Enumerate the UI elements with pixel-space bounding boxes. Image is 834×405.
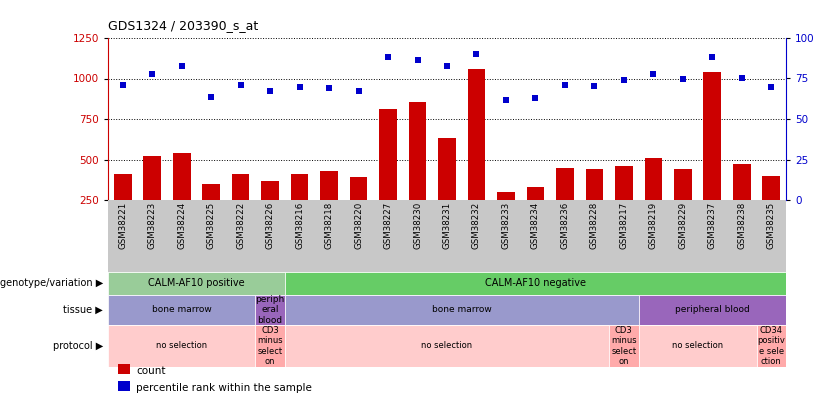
Text: GSM38229: GSM38229 (678, 202, 687, 249)
Text: GSM38221: GSM38221 (118, 202, 128, 249)
Text: GSM38232: GSM38232 (472, 202, 481, 249)
Text: GSM38238: GSM38238 (737, 202, 746, 249)
Point (500, 97, 513, 104)
Point (676, 75, 690, 82)
Point (381, 54, 394, 61)
Bar (108, 272, 285, 295)
Text: GSM38237: GSM38237 (708, 202, 716, 249)
Text: no selection: no selection (672, 341, 723, 350)
Text: CD3
minus
select
on: CD3 minus select on (258, 326, 283, 366)
Bar (756, 325, 786, 367)
Text: bone marrow: bone marrow (432, 305, 491, 315)
Text: tissue ▶: tissue ▶ (63, 305, 103, 315)
Text: GSM38222: GSM38222 (236, 202, 245, 249)
Text: GSM38227: GSM38227 (384, 202, 393, 249)
Bar (232, 174, 249, 241)
Text: GSM38218: GSM38218 (324, 202, 334, 249)
Bar (285, 272, 786, 295)
Text: peripheral blood: peripheral blood (675, 305, 750, 315)
Bar (615, 166, 633, 241)
Bar (703, 72, 721, 241)
Point (558, 82, 571, 88)
Text: genotype/variation ▶: genotype/variation ▶ (0, 279, 103, 288)
Point (146, 70, 159, 77)
Bar (203, 184, 220, 241)
Point (646, 71, 660, 78)
Bar (556, 168, 574, 241)
Text: GSM38231: GSM38231 (443, 202, 451, 249)
Text: GSM38217: GSM38217 (620, 202, 628, 249)
Bar (285, 295, 639, 325)
Text: bone marrow: bone marrow (152, 305, 212, 315)
Bar (585, 169, 603, 241)
Text: CALM-AF10 negative: CALM-AF10 negative (485, 279, 586, 288)
Text: GSM38236: GSM38236 (560, 202, 570, 249)
Point (617, 77, 631, 83)
Text: protocol ▶: protocol ▶ (53, 341, 103, 351)
Text: GSM38234: GSM38234 (531, 202, 540, 249)
Bar (285, 325, 609, 367)
Point (352, 88, 365, 95)
Bar (733, 164, 751, 241)
Text: count: count (136, 366, 165, 376)
Bar (114, 174, 132, 241)
Bar (674, 169, 691, 241)
Text: GSM38225: GSM38225 (207, 202, 216, 249)
Text: no selection: no selection (421, 341, 473, 350)
Bar (409, 102, 426, 241)
Bar (526, 187, 545, 241)
Text: GSM38228: GSM38228 (590, 202, 599, 249)
Bar (645, 158, 662, 241)
Bar (468, 69, 485, 241)
Bar (639, 295, 786, 325)
Text: GSM38226: GSM38226 (266, 202, 274, 249)
Point (264, 88, 277, 95)
Bar (349, 177, 368, 241)
Text: periph
eral
blood: periph eral blood (255, 295, 284, 325)
Text: CALM-AF10 positive: CALM-AF10 positive (148, 279, 244, 288)
Bar (762, 176, 780, 241)
Bar (320, 171, 338, 241)
Text: percentile rank within the sample: percentile rank within the sample (136, 383, 312, 393)
Point (323, 85, 336, 92)
Point (470, 51, 483, 58)
Point (293, 83, 306, 90)
Bar (255, 325, 285, 367)
Point (234, 82, 248, 88)
Point (735, 75, 748, 81)
Point (765, 83, 778, 90)
Bar (108, 295, 255, 325)
Bar (255, 295, 285, 325)
Point (706, 54, 719, 61)
Bar (261, 181, 279, 241)
Bar (639, 325, 756, 367)
Bar (379, 109, 397, 241)
Bar (497, 192, 515, 241)
Point (588, 83, 601, 89)
Bar (609, 325, 639, 367)
Point (411, 57, 425, 63)
Text: CD3
minus
select
on: CD3 minus select on (611, 326, 636, 366)
Text: GSM38216: GSM38216 (295, 202, 304, 249)
Text: GSM38223: GSM38223 (148, 202, 157, 249)
Point (440, 62, 454, 69)
Text: no selection: no selection (156, 341, 208, 350)
Bar (143, 156, 161, 241)
Point (529, 95, 542, 101)
Point (175, 63, 188, 70)
Text: GSM38220: GSM38220 (354, 202, 363, 249)
Bar (173, 153, 190, 241)
Text: GSM38224: GSM38224 (177, 202, 186, 249)
Bar (108, 325, 255, 367)
Bar (291, 174, 309, 241)
Point (204, 94, 218, 100)
Text: GSM38230: GSM38230 (413, 202, 422, 249)
Point (116, 82, 129, 88)
Text: CD34
positiv
e sele
ction: CD34 positiv e sele ction (757, 326, 785, 366)
Bar (438, 139, 456, 241)
Text: GSM38233: GSM38233 (501, 202, 510, 249)
Text: GSM38219: GSM38219 (649, 202, 658, 249)
Text: GDS1324 / 203390_s_at: GDS1324 / 203390_s_at (108, 19, 259, 32)
Text: GSM38235: GSM38235 (766, 202, 776, 249)
